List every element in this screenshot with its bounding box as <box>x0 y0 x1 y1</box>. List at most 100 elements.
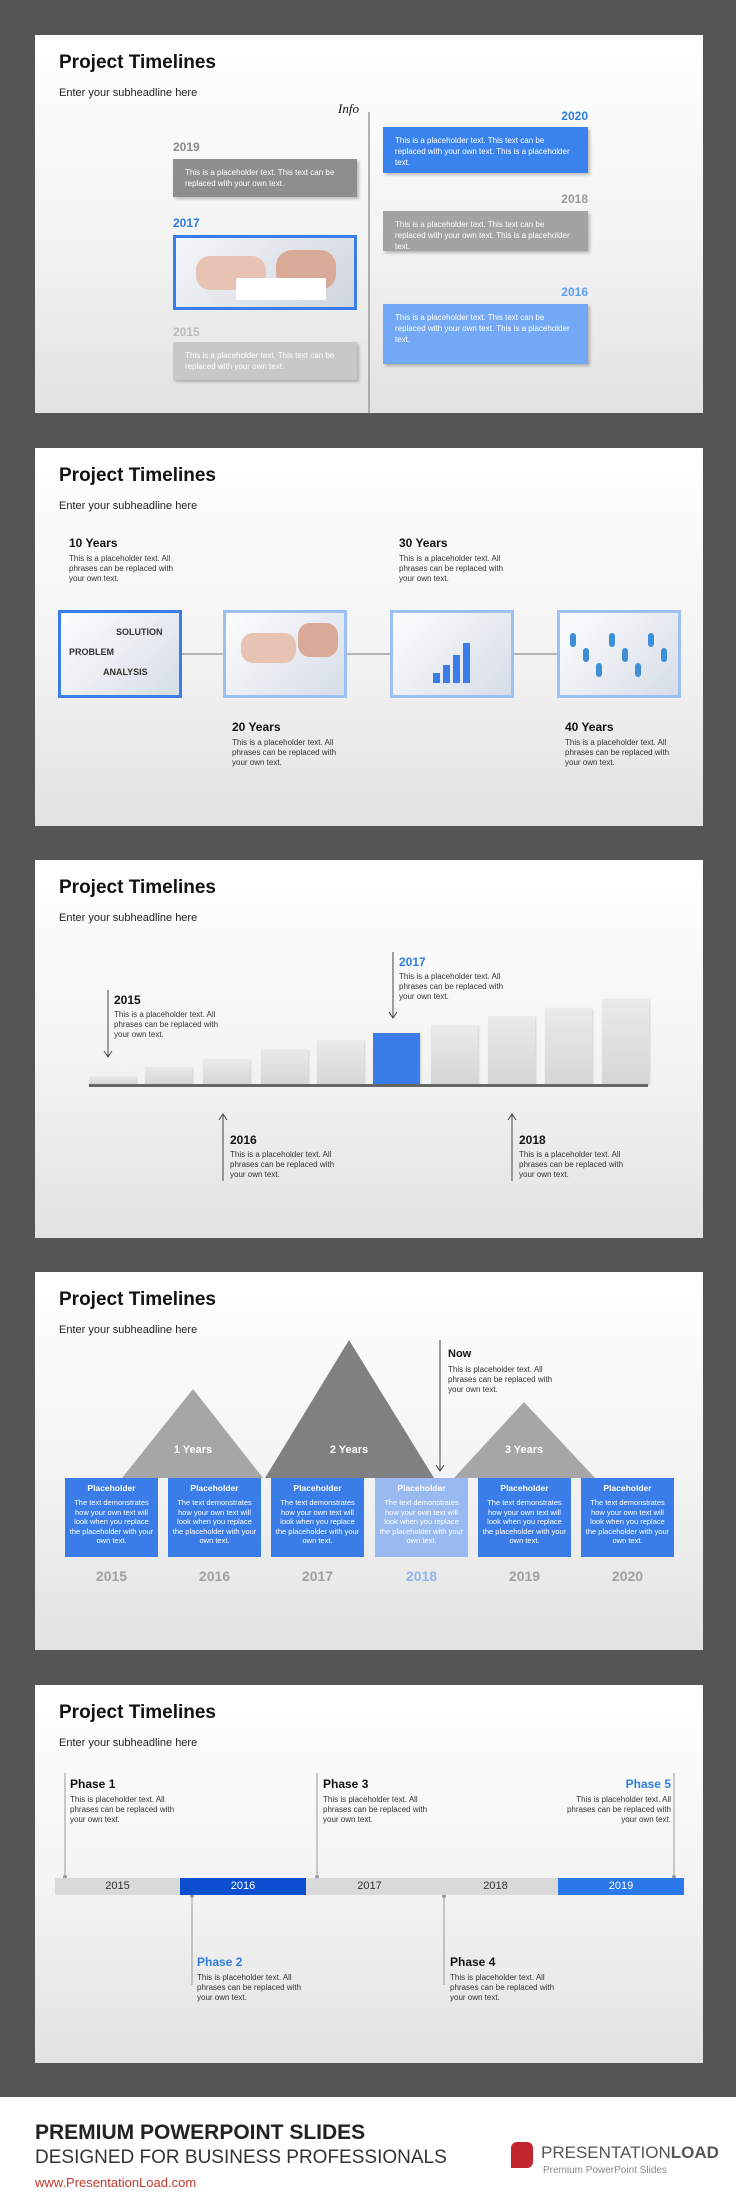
slide: Project Timelines Enter your subheadline … <box>35 35 703 413</box>
phase-text: This is placeholder text. All phrases ca… <box>566 1795 671 1824</box>
entry-box: This is a placeholder text. This text ca… <box>173 342 357 380</box>
phase-text: This is placeholder text. All phrases ca… <box>197 1973 302 2002</box>
image-figure <box>635 663 641 677</box>
image-word: PROBLEM <box>69 647 114 657</box>
image-bar <box>453 655 460 683</box>
box-year: 2015 <box>95 1568 128 1584</box>
box-year: 2017 <box>301 1568 334 1584</box>
box-year: 2016 <box>198 1568 231 1584</box>
box-text: The text demonstrates how your own text … <box>379 1498 464 1545</box>
box-year: 2018 <box>405 1568 438 1584</box>
span-label: 2 Years <box>329 1444 369 1456</box>
now-label: Now <box>448 1348 472 1360</box>
box-title: Placeholder <box>87 1483 136 1493</box>
milestone-label: 40 Years <box>565 720 614 734</box>
milestone-text: This is a placeholder text. All phrases … <box>399 554 504 583</box>
phase-label: Phase 3 <box>323 1777 369 1791</box>
slide: Project Timelines Enter your subheadline … <box>35 448 703 826</box>
arrow-head <box>435 1464 445 1472</box>
entry-year: 2018 <box>561 192 588 206</box>
year-segment: 2015 <box>55 1878 180 1895</box>
now-text: This is placeholder text. All phrases ca… <box>448 1365 553 1394</box>
triangle <box>265 1340 434 1478</box>
bar <box>602 999 649 1084</box>
image-paper <box>236 278 326 300</box>
image-hand <box>241 633 296 663</box>
marker-text: This is a placeholder text. All phrases … <box>519 1150 624 1179</box>
arrow-head <box>388 1011 398 1019</box>
slide-subtitle: Enter your subheadline here <box>59 87 198 99</box>
marker-year: 2016 <box>230 1133 257 1147</box>
milestone-label: 30 Years <box>399 536 448 550</box>
entry-text: This is a placeholder text. This text ca… <box>395 136 570 167</box>
milestone-label: 20 Years <box>232 720 281 734</box>
phase-label: Phase 1 <box>70 1777 116 1791</box>
entry-year: 2016 <box>561 285 588 299</box>
entry-image <box>173 235 357 310</box>
image-figure <box>622 648 628 662</box>
slide-title: Project Timelines <box>59 1702 216 1723</box>
phase-box: Placeholder The text demonstrates how you… <box>478 1478 571 1557</box>
image-figure <box>661 648 667 662</box>
bar <box>145 1067 192 1084</box>
entry-year: 2017 <box>173 216 200 230</box>
box-text: The text demonstrates how your own text … <box>275 1498 360 1545</box>
entry-text: This is a placeholder text. This text ca… <box>185 168 335 188</box>
box-title: Placeholder <box>500 1483 549 1493</box>
logo-icon <box>511 2142 533 2168</box>
marker-text: This is a placeholder text. All phrases … <box>399 972 504 1001</box>
slide-title: Project Timelines <box>59 877 216 898</box>
entry-year: 2019 <box>173 140 200 154</box>
phase-box: Placeholder The text demonstrates how you… <box>581 1478 674 1557</box>
milestone-label: 10 Years <box>69 536 118 550</box>
footer-url: www.PresentationLoad.com <box>35 2175 197 2190</box>
span-label: 3 Years <box>504 1444 544 1456</box>
shapes <box>122 1340 595 1478</box>
shapes <box>368 112 370 413</box>
marker-text: This is a placeholder text. All phrases … <box>230 1150 335 1179</box>
image-word: SOLUTION <box>116 627 163 637</box>
phase-label: Phase 4 <box>450 1955 496 1969</box>
year-segment: 2019 <box>558 1878 684 1895</box>
year-segment: 2017 <box>306 1878 433 1895</box>
marker-year: 2018 <box>519 1133 546 1147</box>
entry-year: 2020 <box>561 109 588 123</box>
milestone-text: This is a placeholder text. All phrases … <box>232 738 337 767</box>
bar <box>89 1076 136 1084</box>
box-year: 2019 <box>508 1568 541 1584</box>
triangle <box>122 1389 263 1478</box>
slide-subtitle: Enter your subheadline here <box>59 1737 198 1749</box>
year-segment: 2016 <box>180 1878 306 1895</box>
image-bar <box>433 673 440 683</box>
slide-title: Project Timelines <box>59 1289 216 1310</box>
span-label: 1 Years <box>173 1444 213 1456</box>
marker-year: 2015 <box>114 993 141 1007</box>
slide-subtitle: Enter your subheadline here <box>59 912 198 924</box>
phase-box: Placeholder The text demonstrates how you… <box>271 1478 364 1557</box>
entry-box: This is a placeholder text. This text ca… <box>383 127 588 173</box>
phase-box: Placeholder The text demonstrates how you… <box>168 1478 261 1557</box>
box-text: The text demonstrates how your own text … <box>585 1498 670 1545</box>
box-text: The text demonstrates how your own text … <box>482 1498 567 1545</box>
arrow-head <box>507 1113 517 1121</box>
entry-box: This is a placeholder text. This text ca… <box>383 211 588 251</box>
year-label: 2017 <box>357 1880 382 1892</box>
image-bar <box>443 665 450 683</box>
image-bar <box>463 643 470 683</box>
phase-box: Placeholder The text demonstrates how you… <box>65 1478 158 1557</box>
arrow-head <box>103 1050 113 1058</box>
phase-label: Phase 5 <box>625 1777 671 1791</box>
entry-text: This is a placeholder text. This text ca… <box>185 351 335 371</box>
box-title: Placeholder <box>293 1483 342 1493</box>
slide-subtitle: Enter your subheadline here <box>59 1324 198 1336</box>
baseline <box>89 1084 648 1087</box>
bar <box>373 1033 420 1084</box>
info-label: Info <box>338 101 359 116</box>
box-year: 2020 <box>611 1568 644 1584</box>
marker-year: 2017 <box>399 955 426 969</box>
brand-part: LOAD <box>670 2143 719 2162</box>
milestone-image: SOLUTION PROBLEM ANALYSIS <box>58 610 182 698</box>
phase-label: Phase 2 <box>197 1955 243 1969</box>
year-segment: 2018 <box>433 1878 558 1895</box>
image-figure <box>570 633 576 647</box>
